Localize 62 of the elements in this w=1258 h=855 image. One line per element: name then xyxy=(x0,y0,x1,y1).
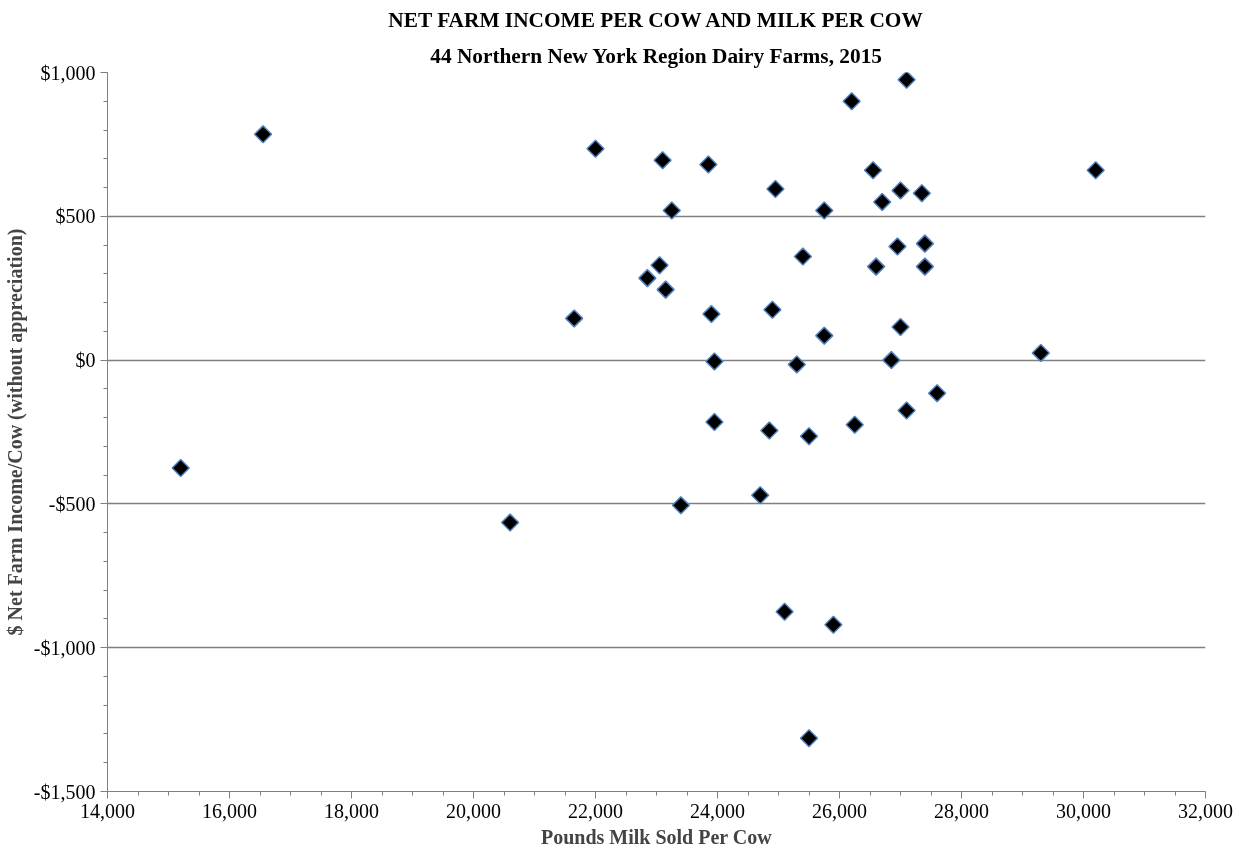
point xyxy=(662,201,681,220)
point xyxy=(775,602,794,621)
point xyxy=(927,383,947,403)
point xyxy=(671,496,691,515)
x-tick-label: 30,000 xyxy=(1056,799,1111,822)
y-tick-label: -$500 xyxy=(48,492,96,515)
point xyxy=(650,255,669,275)
point xyxy=(1086,161,1105,180)
point xyxy=(787,355,807,374)
point xyxy=(705,352,724,371)
point xyxy=(500,513,520,532)
point xyxy=(912,184,932,203)
point xyxy=(760,421,779,440)
point xyxy=(897,72,916,89)
point xyxy=(653,150,672,170)
point xyxy=(799,427,819,446)
x-tick-label: 26,000 xyxy=(812,799,867,822)
point xyxy=(699,155,718,174)
point xyxy=(891,317,910,337)
point xyxy=(799,729,819,748)
x-axis-title: Pounds Milk Sold Per Cow xyxy=(540,825,773,848)
point xyxy=(1031,343,1051,363)
point xyxy=(815,326,834,345)
point xyxy=(882,350,901,370)
x-tick-label: 32,000 xyxy=(1178,799,1233,822)
x-tick-label: 24,000 xyxy=(690,799,745,822)
y-axis-title: $ Net Farm Income/Cow (without appreciation) xyxy=(3,228,27,636)
chart-subtitle: 44 Northern New York Region Dairy Farms, 2015 xyxy=(430,43,882,68)
point xyxy=(702,304,721,324)
x-tick-label: 16,000 xyxy=(202,799,257,822)
point xyxy=(763,300,782,320)
point xyxy=(253,125,273,144)
point xyxy=(824,615,843,634)
point xyxy=(638,268,657,288)
point xyxy=(656,280,675,299)
y-tick-label: $500 xyxy=(55,205,96,228)
y-tick-label: $0 xyxy=(75,349,96,372)
point xyxy=(750,486,770,505)
point xyxy=(866,257,886,276)
point xyxy=(888,237,907,256)
point xyxy=(705,412,724,432)
chart-title: NET FARM INCOME PER COW AND MILK PER COW xyxy=(388,7,923,32)
point xyxy=(891,181,910,200)
x-tick-label: 22,000 xyxy=(568,799,623,822)
point xyxy=(171,458,190,478)
x-tick-label: 28,000 xyxy=(934,799,989,822)
point xyxy=(766,179,785,199)
point xyxy=(897,401,916,420)
point xyxy=(815,201,834,220)
y-tick-label: -$1,000 xyxy=(33,636,96,659)
point xyxy=(915,257,935,276)
y-tick-label: $1,000 xyxy=(40,61,96,84)
point xyxy=(793,247,813,266)
x-tick-label: 20,000 xyxy=(446,799,501,822)
point xyxy=(564,309,584,328)
point xyxy=(863,161,883,180)
point xyxy=(872,192,892,212)
point xyxy=(845,415,864,435)
point xyxy=(586,139,605,158)
point xyxy=(842,92,861,111)
point xyxy=(915,234,935,253)
x-tick-label: 18,000 xyxy=(324,799,379,822)
